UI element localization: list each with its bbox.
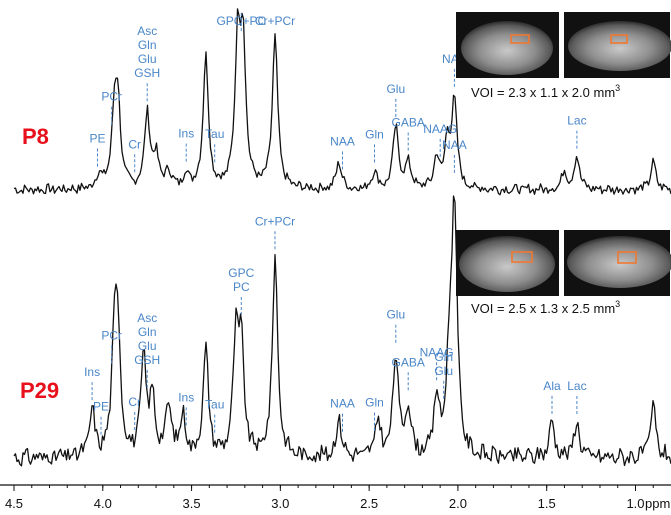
- peak-label: Gln: [365, 127, 384, 141]
- spectrum-line-p8: [13, 8, 671, 196]
- peak-label: PE: [89, 132, 105, 146]
- voi-exponent-p8: 3: [615, 83, 620, 93]
- peak-label: Lac: [567, 114, 586, 128]
- peak-label: PCr: [101, 329, 122, 343]
- x-tick-label: 2.5: [360, 496, 378, 511]
- brain-image-p8-coronal: [461, 21, 553, 75]
- peak-label: Ins: [178, 390, 194, 404]
- peak-label: NAA: [330, 135, 355, 149]
- x-axis: 4.5 4.0 3.5 3.0 2.5 2.0 1.5 1.0 ppm: [0, 484, 671, 511]
- peak-label: NAA: [442, 138, 467, 152]
- voi-box-p8-sagittal: [610, 34, 628, 44]
- peak-label: Asc: [137, 311, 157, 325]
- spectrum-panel-p8: P8 PEPCrCrAscGlnGluGSHInsGPC+PCTauCr+PCr…: [13, 8, 671, 196]
- peak-label: Cr+PCr: [255, 14, 295, 28]
- x-tick-label: 4.0: [94, 496, 112, 511]
- peak-label: Cr: [128, 395, 141, 409]
- peak-label: PC: [233, 280, 250, 294]
- peak-label: NAA: [330, 397, 355, 411]
- peak-label: Ala: [543, 379, 561, 393]
- age-label-p29: P29: [20, 378, 59, 403]
- x-tick-label: 2.0: [449, 496, 467, 511]
- mri-thumbnails-p29: [456, 230, 671, 296]
- peak-label: PCr: [101, 90, 122, 104]
- peak-label: Glu: [138, 52, 157, 66]
- voi-box-p29-coronal: [511, 251, 533, 263]
- voi-label-p29: VOI = 2.5 x 1.3 x 2.5 mm: [471, 301, 615, 316]
- peak-label: Gln: [138, 38, 157, 52]
- peak-label: Tau: [205, 127, 224, 141]
- peak-label: NAAG: [423, 122, 457, 136]
- peak-label: Gln: [434, 350, 453, 364]
- x-tick-label: 4.5: [5, 496, 23, 511]
- peak-label: PE: [93, 400, 109, 414]
- peak-label: Lac: [567, 379, 586, 393]
- x-tick-label: 1.5: [538, 496, 556, 511]
- peak-label: Glu: [386, 308, 405, 322]
- voi-box-p29-sagittal: [617, 251, 637, 264]
- annotations-p29: InsPEPCrCrAscGlnGluGSHInsTauGPCPCCr+PCrN…: [84, 138, 587, 436]
- mri-thumbnails-p8: [456, 12, 671, 78]
- spectrum-panel-p29: P29 InsPEPCrCrAscGlnGluGSHInsTauGPCPCCr+…: [13, 138, 671, 467]
- peak-label: Glu: [386, 82, 405, 96]
- spectrum-line-p29: [13, 195, 671, 467]
- voi-label-p8: VOI = 2.3 x 1.1 x 2.0 mm: [471, 85, 615, 100]
- peak-label: Cr: [128, 137, 141, 151]
- peak-label: Gln: [365, 396, 384, 410]
- peak-label: Ins: [178, 127, 194, 141]
- peak-label: Glu: [434, 364, 453, 378]
- peak-label: Cr+PCr: [255, 214, 295, 228]
- peak-label: NAAG: [420, 345, 454, 359]
- peak-label: GABA: [392, 116, 425, 130]
- peak-label: GSH: [134, 66, 160, 80]
- brain-image-p29-coronal: [459, 236, 555, 292]
- peak-label: GABA: [392, 355, 425, 369]
- voi-exponent-p29: 3: [615, 299, 620, 309]
- x-tick-label: 1.0: [626, 496, 644, 511]
- x-axis-label: ppm: [645, 496, 670, 511]
- voi-box-p8-coronal: [510, 34, 530, 44]
- peak-label: Asc: [137, 24, 157, 38]
- peak-label: GPC: [228, 266, 254, 280]
- peak-label: Gln: [138, 325, 157, 339]
- peak-label: Glu: [138, 339, 157, 353]
- age-label-p8: P8: [22, 124, 49, 149]
- peak-label: GSH: [134, 353, 160, 367]
- peak-label: Tau: [205, 398, 224, 412]
- svg-text:VOI = 2.5 x 1.3 x 2.5 mm3: VOI = 2.5 x 1.3 x 2.5 mm3: [471, 299, 620, 316]
- x-tick-label: 3.5: [183, 496, 201, 511]
- annotations-p8: PEPCrCrAscGlnGluGSHInsGPC+PCTauCr+PCrNAA…: [89, 11, 587, 174]
- x-tick-label: 3.0: [271, 496, 289, 511]
- brain-image-p8-sagittal: [568, 21, 671, 71]
- svg-text:VOI = 2.3 x 1.1 x 2.0 mm3: VOI = 2.3 x 1.1 x 2.0 mm3: [471, 83, 620, 100]
- peak-label: Ins: [84, 365, 100, 379]
- brain-image-p29-sagittal: [567, 236, 671, 288]
